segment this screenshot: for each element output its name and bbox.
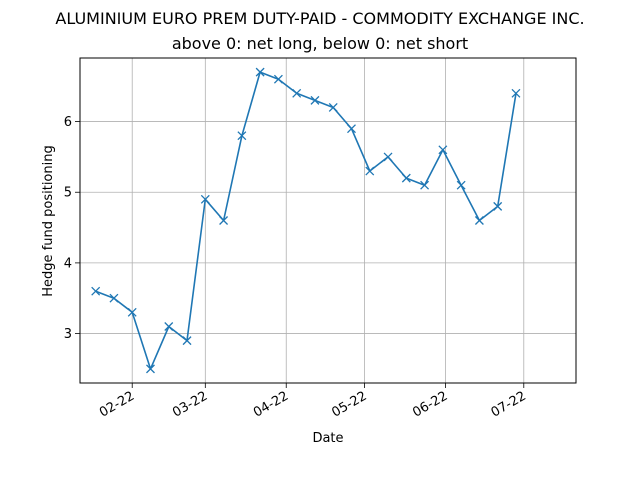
x-tick-label: 05-22 bbox=[329, 389, 369, 421]
data-point bbox=[109, 293, 119, 303]
x-marker-stroke bbox=[273, 74, 283, 84]
data-point bbox=[127, 307, 137, 317]
data-point bbox=[347, 124, 356, 134]
data-point bbox=[255, 67, 265, 77]
x-axis-ticks: 02-22 03-22 04-22 05-22 06-22 07-22 bbox=[97, 383, 529, 421]
x-marker-stroke bbox=[310, 95, 320, 105]
plot-frame bbox=[79, 57, 577, 384]
data-point bbox=[383, 152, 393, 162]
x-marker-stroke bbox=[109, 293, 119, 303]
y-axis-ticks: 3 4 5 6 bbox=[64, 115, 80, 342]
x-axis-label: Date bbox=[312, 431, 343, 446]
chart-subtitle: above 0: net long, below 0: net short bbox=[172, 34, 468, 53]
x-marker-stroke bbox=[219, 216, 229, 225]
x-marker-stroke bbox=[182, 336, 192, 346]
chart-title: ALUMINIUM EURO PREM DUTY-PAID - COMMODIT… bbox=[55, 9, 584, 28]
y-tick-label: 5 bbox=[64, 186, 72, 201]
y-tick-label: 4 bbox=[64, 256, 72, 271]
x-marker-stroke bbox=[347, 124, 356, 134]
y-tick-label: 6 bbox=[64, 115, 72, 130]
x-marker-stroke bbox=[237, 131, 247, 141]
x-marker-stroke bbox=[255, 67, 265, 77]
x-marker-stroke bbox=[164, 322, 174, 331]
data-point bbox=[219, 216, 229, 225]
x-tick-label: 06-22 bbox=[410, 389, 450, 421]
x-marker-stroke bbox=[383, 152, 393, 162]
data-point bbox=[438, 145, 448, 155]
data-point bbox=[182, 336, 192, 346]
x-marker-stroke bbox=[365, 166, 375, 176]
x-marker-stroke bbox=[146, 364, 155, 374]
data-point bbox=[91, 286, 101, 296]
data-point bbox=[273, 74, 283, 84]
x-marker-stroke bbox=[127, 307, 137, 317]
x-marker-stroke bbox=[438, 145, 448, 155]
data-point bbox=[401, 173, 411, 183]
data-point bbox=[456, 180, 466, 190]
data-point bbox=[310, 95, 320, 105]
data-point bbox=[511, 88, 521, 98]
data-point bbox=[292, 88, 302, 98]
x-marker-stroke bbox=[493, 201, 503, 211]
x-tick-label: 02-22 bbox=[97, 389, 137, 421]
x-marker-stroke bbox=[474, 216, 484, 225]
data-point bbox=[474, 216, 484, 225]
data-point bbox=[237, 131, 247, 141]
data-point bbox=[328, 102, 338, 112]
x-marker-stroke bbox=[328, 102, 338, 112]
data-point bbox=[420, 180, 430, 190]
x-marker-stroke bbox=[91, 286, 101, 296]
data-point bbox=[146, 364, 155, 374]
data-series bbox=[91, 67, 521, 374]
data-point bbox=[365, 166, 375, 176]
x-marker-stroke bbox=[456, 180, 466, 190]
x-tick-label: 04-22 bbox=[251, 389, 291, 421]
data-point bbox=[164, 322, 174, 331]
grid bbox=[80, 58, 576, 383]
x-marker-stroke bbox=[292, 88, 302, 98]
series-line bbox=[95, 71, 517, 370]
x-tick-label: 03-22 bbox=[170, 389, 210, 421]
data-point bbox=[493, 201, 503, 211]
x-marker-stroke bbox=[401, 173, 411, 183]
x-marker-stroke bbox=[420, 180, 430, 190]
x-marker-stroke bbox=[511, 88, 521, 98]
y-axis-label: Hedge fund positioning bbox=[41, 145, 56, 296]
x-tick-label: 07-22 bbox=[489, 389, 529, 421]
x-marker-stroke bbox=[200, 194, 210, 204]
data-point bbox=[200, 194, 210, 204]
y-tick-label: 3 bbox=[64, 327, 72, 342]
